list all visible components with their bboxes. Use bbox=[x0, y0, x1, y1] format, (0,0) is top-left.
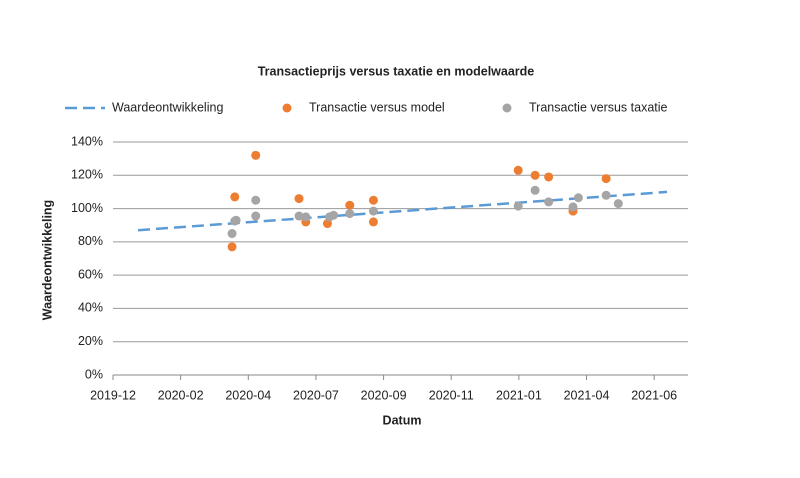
y-tick-label: 0% bbox=[85, 367, 103, 381]
x-tick-label: 2021-06 bbox=[631, 388, 677, 402]
y-tick-label: 120% bbox=[71, 168, 103, 182]
y-tick-label: 100% bbox=[71, 201, 103, 215]
y-tick-label: 60% bbox=[78, 267, 103, 281]
data-point bbox=[613, 199, 623, 209]
data-point bbox=[368, 206, 378, 216]
x-tick-label: 2020-11 bbox=[429, 388, 474, 402]
data-point bbox=[227, 229, 237, 239]
data-point bbox=[251, 195, 261, 205]
data-point bbox=[294, 211, 304, 221]
data-point bbox=[513, 165, 523, 175]
data-point bbox=[601, 174, 611, 184]
legend-label: Waardeontwikkeling bbox=[112, 100, 223, 114]
x-tick-label: 2020-02 bbox=[158, 388, 204, 402]
data-point bbox=[530, 185, 540, 195]
trend-line bbox=[137, 190, 668, 232]
data-point bbox=[345, 209, 355, 219]
legend-label: Transactie versus model bbox=[309, 100, 445, 114]
x-tick-label: 2020-09 bbox=[361, 388, 407, 402]
x-tick-label: 2020-04 bbox=[225, 388, 271, 402]
y-tick-label: 20% bbox=[78, 334, 103, 348]
data-point bbox=[568, 202, 578, 212]
legend-swatch bbox=[502, 103, 512, 113]
data-point bbox=[231, 215, 241, 225]
y-tick-label: 40% bbox=[78, 301, 103, 315]
data-point bbox=[294, 194, 304, 204]
data-point bbox=[573, 193, 583, 203]
x-axis-label: Datum bbox=[383, 413, 422, 427]
x-tick-label: 2019-12 bbox=[90, 388, 136, 402]
legend-label: Transactie versus taxatie bbox=[529, 100, 668, 114]
legend-swatch bbox=[282, 103, 292, 113]
data-point bbox=[329, 210, 339, 220]
data-point bbox=[301, 212, 311, 222]
x-tick-label: 2020-07 bbox=[293, 388, 339, 402]
data-point bbox=[368, 195, 378, 205]
data-point bbox=[227, 242, 237, 252]
x-tick-label: 2021-04 bbox=[564, 388, 610, 402]
data-point bbox=[345, 200, 355, 210]
data-point bbox=[530, 170, 540, 180]
y-tick-label: 140% bbox=[71, 134, 103, 148]
data-point bbox=[368, 217, 378, 227]
data-point bbox=[544, 197, 554, 207]
data-point bbox=[251, 150, 261, 160]
y-axis-label: Waardeontwikkeling bbox=[40, 200, 54, 320]
x-tick-label: 2021-01 bbox=[496, 388, 542, 402]
data-point bbox=[513, 201, 523, 211]
chart-title: Transactieprijs versus taxatie en modelw… bbox=[258, 64, 535, 78]
data-point bbox=[230, 192, 240, 202]
y-tick-label: 80% bbox=[78, 234, 103, 248]
data-point bbox=[251, 211, 261, 221]
data-point bbox=[601, 190, 611, 200]
data-point bbox=[544, 172, 554, 182]
